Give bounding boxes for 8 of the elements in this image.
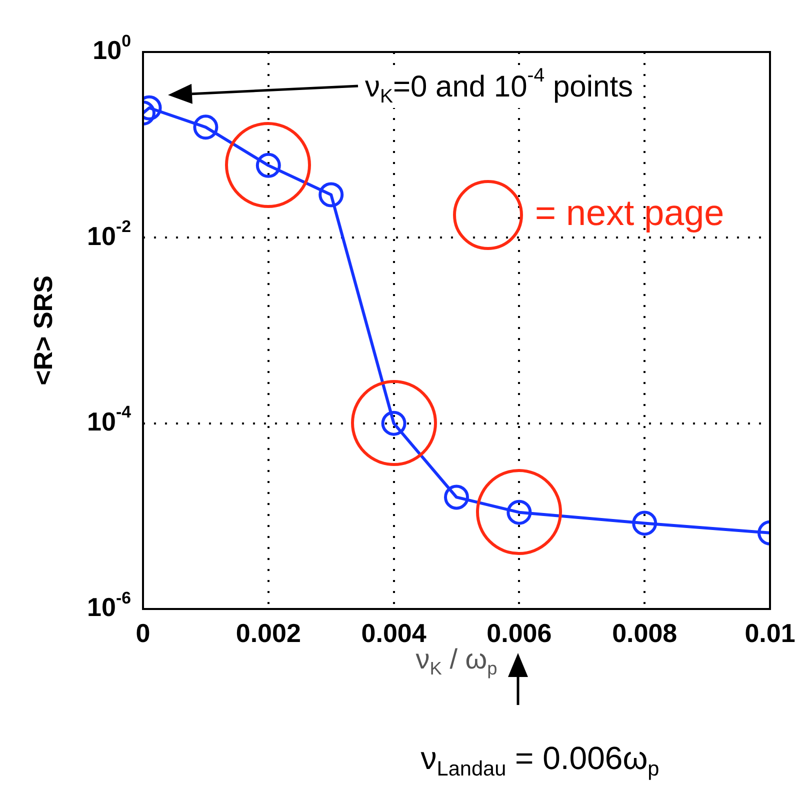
x-tick-label: 0.008 xyxy=(612,618,678,648)
x-tick-label: 0.01 xyxy=(744,618,796,648)
y-axis-title: <R> SRS xyxy=(28,276,58,386)
annotation: = next page xyxy=(535,192,724,233)
x-tick-label: 0 xyxy=(136,618,150,648)
x-tick-label: 0.002 xyxy=(236,618,301,648)
x-tick-label: 0.004 xyxy=(361,618,427,648)
x-tick-label: 0.006 xyxy=(486,618,552,648)
